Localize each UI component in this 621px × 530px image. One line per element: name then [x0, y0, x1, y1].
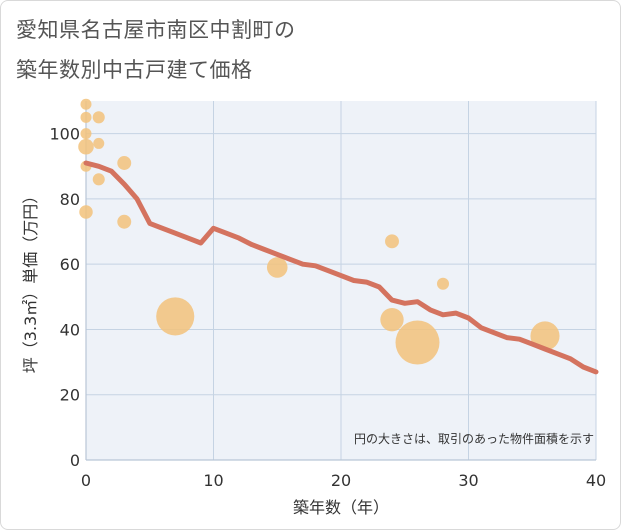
chart-title-line-1: 愛知県名古屋市南区中割町の: [16, 18, 296, 42]
x-tick-label: 20: [331, 471, 351, 490]
bubble-point: [117, 156, 132, 170]
y-tick-label: 80: [60, 190, 80, 209]
bubble-point: [79, 205, 93, 219]
bubble-point: [266, 257, 288, 278]
bubble-series: [78, 98, 560, 365]
y-axis-label: 坪（3.3㎡）単価（万円）: [21, 188, 40, 373]
y-tick-label: 60: [60, 255, 80, 274]
chart-title-line-2: 築年数別中古戸建て価格: [16, 58, 253, 82]
x-tick-label: 30: [458, 471, 478, 490]
bubble-point: [80, 128, 92, 140]
bubble-point: [92, 111, 105, 124]
bubble-point: [156, 297, 195, 336]
size-annotation: 円の大きさは、取引のあった物件面積を示す: [354, 431, 594, 446]
bubble-point: [117, 214, 132, 229]
bubble-point: [530, 321, 560, 351]
x-tick-label: 40: [586, 471, 606, 490]
axis-ticks: 0 10 20 30 40 0 20 40 60 80 100: [49, 125, 606, 490]
bubble-point: [395, 320, 440, 365]
bubble-point: [380, 307, 404, 332]
bubble-point: [92, 173, 105, 186]
x-axis-label: 築年数（年）: [293, 498, 389, 517]
trend-line: [83, 160, 599, 375]
grid-lines: [85, 101, 597, 461]
bubble-point: [93, 137, 105, 149]
x-tick-label: 10: [203, 471, 223, 490]
y-tick-label: 0: [70, 451, 80, 470]
y-tick-label: 100: [49, 125, 80, 144]
bubble-point: [436, 277, 450, 290]
y-tick-label: 20: [60, 386, 80, 405]
bubble-point: [80, 111, 92, 123]
bubble-point: [80, 98, 92, 110]
bubble-point: [385, 234, 399, 249]
x-tick-label: 0: [81, 471, 91, 490]
bubble-point: [78, 138, 94, 155]
y-tick-label: 40: [60, 320, 80, 339]
